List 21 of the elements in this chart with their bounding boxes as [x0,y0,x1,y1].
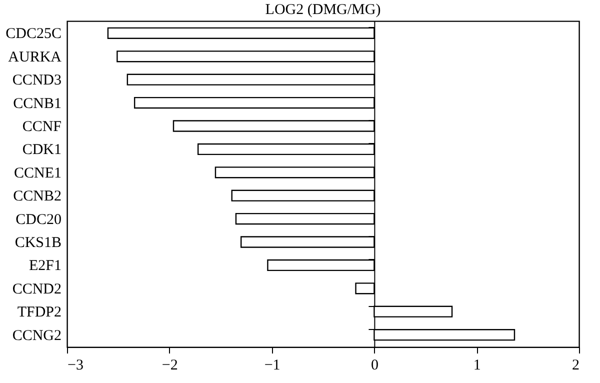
x-tick-label: 0 [370,358,378,374]
y-tick-label: CDC25C [6,26,62,42]
x-tick-label: −3 [68,358,84,374]
x-tick-label: −2 [162,358,178,374]
y-tick-label: CDC20 [16,212,62,228]
y-tick-label: CKS1B [14,235,62,252]
y-tick-label: CCNG2 [12,328,62,344]
y-tick-label: CCNB2 [13,188,62,205]
chart-title: LOG2 (DMG/MG) [265,2,381,18]
y-tick-label: AURKA [8,49,62,66]
y-tick-label: CCND2 [12,281,62,298]
y-tick-label: CCNE1 [14,165,62,182]
y-tick-label: CCND3 [12,72,62,89]
x-tick-label: −1 [264,358,280,374]
y-tick-label: CCNB1 [13,96,62,112]
y-tick-label: TFDP2 [17,304,62,321]
y-tick-label: E2F1 [28,258,62,274]
y-tick-label: CCNF [22,118,62,135]
y-tick-label: CDK1 [22,142,62,158]
x-tick-label: 2 [572,358,580,374]
x-tick-label: 1 [473,358,481,374]
